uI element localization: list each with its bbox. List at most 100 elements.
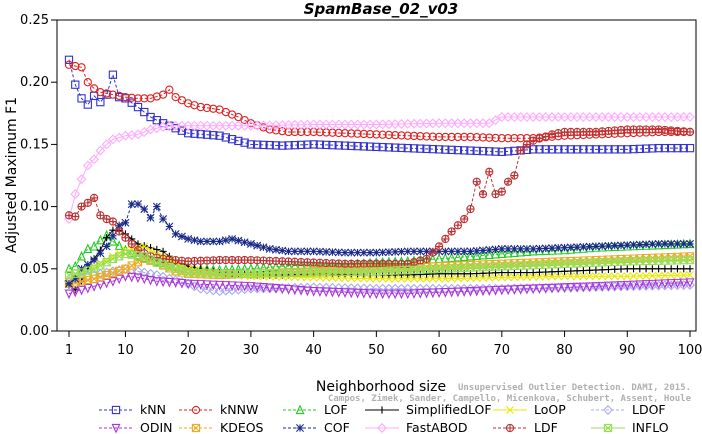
series-point-cof (573, 243, 582, 252)
series-point-knn (403, 143, 412, 153)
series-point-ldof (308, 282, 319, 293)
series-point-knn (397, 143, 406, 153)
series-point-odin (296, 286, 306, 296)
series-point-lof (654, 239, 664, 250)
series-point-loop (466, 274, 475, 283)
series-point-ldof (365, 283, 376, 294)
series-point-knn (177, 126, 187, 135)
series-point-knn (453, 145, 463, 155)
series-point-cof (102, 242, 111, 251)
series-point-ldf (96, 211, 105, 220)
series-point-knnw (478, 133, 488, 142)
series-point-knnw (447, 132, 456, 142)
series-point-cof (259, 243, 268, 252)
series-point-knn (378, 142, 387, 152)
x-tick-label: 1 (65, 343, 73, 358)
series-point-knn (623, 145, 632, 154)
series-point-odin (547, 283, 557, 294)
series-point-cof (435, 247, 444, 256)
series-point-odin (585, 282, 595, 292)
series-point-knn (296, 140, 306, 150)
series-point-loop (566, 272, 575, 281)
series-point-cof (203, 237, 211, 246)
series-point-knnw (372, 130, 381, 139)
series-point-fastabod (490, 115, 501, 126)
series-point-knnw (165, 85, 174, 94)
legend-item-loop: LoOP (493, 402, 566, 417)
x-tick-label: 60 (431, 343, 448, 358)
series-point-cof (548, 244, 556, 253)
series-point-loop (604, 272, 613, 281)
series-point-loop (679, 271, 688, 280)
series-point-fastabod (685, 112, 695, 123)
series-point-cof (397, 247, 406, 256)
series-knn (64, 55, 695, 157)
series-point-odin (371, 289, 381, 300)
series-point-knn (585, 145, 594, 154)
series-point-cof (529, 244, 538, 253)
series-point-odin (409, 289, 419, 299)
series-point-cof (278, 246, 287, 255)
series-point-knn (591, 145, 601, 154)
series-point-cof (598, 242, 607, 251)
series-point-knn (209, 131, 218, 140)
series-point-odin (146, 275, 156, 286)
series-point-ldf (472, 177, 481, 186)
series-point-loop (422, 274, 431, 283)
series-point-odin (422, 288, 432, 299)
series-point-cof (284, 247, 293, 256)
series-point-ldf (522, 140, 532, 149)
series-point-ldof (158, 271, 169, 282)
series-point-ldof (133, 266, 143, 277)
series-point-simplifiedlof (422, 270, 431, 278)
series-point-knnw (403, 131, 412, 140)
series-point-cof (447, 247, 456, 256)
series-point-simplifiedlof (629, 265, 638, 273)
plot-series (64, 55, 695, 300)
series-point-fastabod (101, 139, 112, 150)
series-point-odin (534, 284, 544, 294)
series-point-odin (459, 287, 469, 297)
series-point-lof (447, 252, 457, 263)
series-point-ldf (478, 190, 488, 199)
series-point-knn (234, 136, 243, 146)
series-point-odin (560, 283, 570, 293)
series-point-odin (359, 289, 369, 299)
series-point-cof (554, 243, 563, 252)
series-point-ldf (115, 227, 124, 236)
series-point-cof (359, 248, 368, 257)
legend-label: FastABOD (406, 420, 468, 434)
series-point-simplifiedlof (441, 270, 449, 278)
series-point-ldof (151, 270, 162, 280)
series-point-knn (290, 140, 299, 150)
series-point-loop (667, 271, 676, 280)
series-point-knnw (77, 63, 86, 72)
series-point-fastabod (70, 189, 81, 200)
series-point-ldof (358, 283, 369, 294)
series-point-knnw (516, 134, 525, 143)
series-point-knn (127, 98, 136, 107)
legend-label: SimplifiedLOF (406, 402, 492, 417)
series-point-ldof (164, 273, 175, 284)
series-point-odin (108, 277, 118, 287)
series-point-ldof (685, 279, 695, 290)
series-point-simplifiedlof (604, 265, 613, 274)
legend-marker (505, 423, 515, 433)
series-point-cof (341, 248, 349, 257)
series-point-knn (259, 140, 268, 150)
series-inflo (64, 249, 695, 280)
series-point-odin (465, 287, 475, 297)
series-point-odin (302, 286, 312, 297)
series-point-odin (516, 285, 526, 295)
series-point-lof (516, 246, 526, 257)
series-point-knnw (491, 133, 500, 143)
series-point-knn (566, 145, 575, 154)
series-point-loop (447, 274, 456, 283)
series-point-cof (667, 239, 676, 248)
series-point-odin (396, 289, 406, 300)
series-point-simplifiedlof (391, 271, 399, 279)
series-point-loop (598, 272, 607, 281)
series-point-simplifiedlof (535, 268, 544, 276)
series-point-odin (453, 287, 463, 298)
series-point-odin (139, 274, 149, 285)
